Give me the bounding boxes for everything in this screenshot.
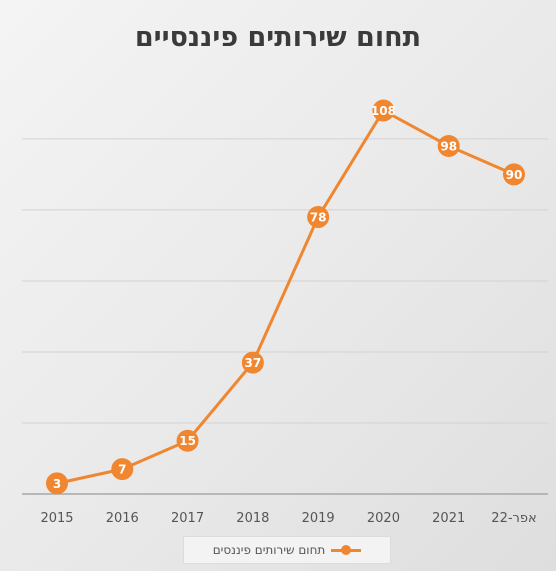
data-label: 7 (118, 463, 126, 477)
chart-title: תחום שירותים פיננסיים (134, 22, 422, 53)
x-tick-label: אפר-22 (491, 511, 536, 526)
data-point (176, 429, 199, 452)
data-label: 37 (245, 356, 262, 370)
series-line (56, 109, 515, 485)
x-tick-label: 2018 (236, 511, 269, 526)
x-tick-label: 2015 (40, 511, 73, 526)
data-label: 90 (506, 168, 523, 182)
data-point (111, 458, 134, 481)
data-point (437, 135, 460, 158)
data-point (307, 206, 330, 229)
x-tick-label: 2021 (432, 511, 465, 526)
data-point (241, 351, 264, 374)
data-label: 3 (53, 477, 61, 491)
data-label: 15 (179, 434, 196, 448)
legend-label: תחום שירותים פיננסים (212, 543, 326, 557)
data-label: 98 (440, 140, 457, 154)
legend: תחום שירותים פיננסים (183, 536, 391, 564)
data-label: 108 (371, 104, 396, 118)
data-point (46, 472, 68, 495)
legend-swatch (331, 544, 362, 556)
x-tick-label: 2016 (106, 511, 139, 526)
data-label: 78 (310, 211, 327, 225)
data-point (372, 99, 395, 122)
data-point (503, 163, 525, 186)
x-tick-label: 2020 (367, 511, 400, 526)
x-tick-label: 2019 (302, 511, 335, 526)
x-tick-label: 2017 (171, 511, 204, 526)
